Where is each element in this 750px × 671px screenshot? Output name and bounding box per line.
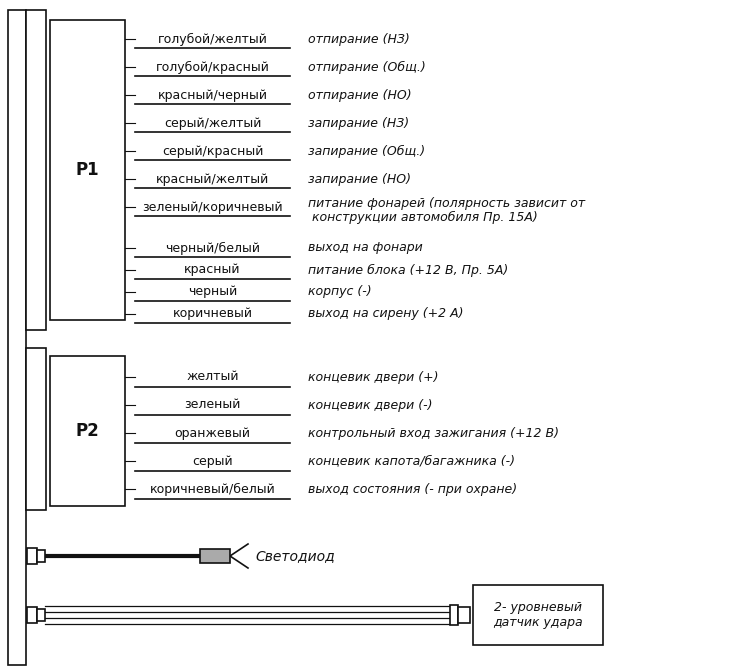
- Text: зеленый/коричневый: зеленый/коричневый: [142, 201, 283, 213]
- Bar: [27, 548, 37, 564]
- Bar: [458, 607, 470, 623]
- Text: серый/желтый: серый/желтый: [164, 117, 261, 130]
- Text: P2: P2: [76, 422, 99, 440]
- Text: выход на фонари: выход на фонари: [308, 242, 423, 254]
- Text: P1: P1: [76, 161, 99, 179]
- Text: запирание (НО): запирание (НО): [308, 172, 411, 185]
- Text: концевик капота/багажника (-): концевик капота/багажника (-): [308, 454, 515, 468]
- Text: запирание (НЗ): запирание (НЗ): [308, 117, 410, 130]
- Bar: [473, 585, 603, 645]
- Text: отпирание (Общ.): отпирание (Общ.): [308, 60, 426, 74]
- Text: красный/черный: красный/черный: [158, 89, 268, 101]
- Text: контрольный вход зажигания (+12 В): контрольный вход зажигания (+12 В): [308, 427, 559, 440]
- Text: коричневый/белый: коричневый/белый: [149, 482, 275, 496]
- Text: запирание (Общ.): запирание (Общ.): [308, 144, 425, 158]
- Text: голубой/красный: голубой/красный: [155, 60, 269, 74]
- Bar: [27, 607, 37, 623]
- Bar: [450, 605, 458, 625]
- Bar: [8, 10, 26, 665]
- Text: коричневый: коричневый: [172, 307, 253, 321]
- Bar: [26, 348, 46, 510]
- Bar: [37, 550, 45, 562]
- Text: отпирание (НЗ): отпирание (НЗ): [308, 32, 410, 46]
- Text: выход состояния (- при охране): выход состояния (- при охране): [308, 482, 518, 495]
- Text: черный/белый: черный/белый: [165, 242, 260, 254]
- Text: серый: серый: [192, 454, 232, 468]
- Text: корпус (-): корпус (-): [308, 285, 372, 299]
- Text: питание фонарей (полярность зависит от: питание фонарей (полярность зависит от: [308, 197, 585, 209]
- Text: желтый: желтый: [186, 370, 238, 384]
- Text: концевик двери (-): концевик двери (-): [308, 399, 433, 411]
- Text: зеленый: зеленый: [184, 399, 241, 411]
- Text: отпирание (НО): отпирание (НО): [308, 89, 412, 101]
- Text: питание блока (+12 В, Пр. 5А): питание блока (+12 В, Пр. 5А): [308, 264, 509, 276]
- Text: серый/красный: серый/красный: [162, 144, 263, 158]
- Text: конструкции автомобиля Пр. 15А): конструкции автомобиля Пр. 15А): [308, 211, 538, 223]
- Bar: [50, 20, 125, 320]
- Text: красный: красный: [184, 264, 241, 276]
- Text: черный: черный: [188, 285, 237, 299]
- Text: 2- уровневый
датчик удара: 2- уровневый датчик удара: [494, 601, 583, 629]
- Text: красный/желтый: красный/желтый: [156, 172, 269, 185]
- Text: концевик двери (+): концевик двери (+): [308, 370, 439, 384]
- Text: Светодиод: Светодиод: [255, 549, 334, 563]
- Bar: [37, 609, 45, 621]
- Text: голубой/желтый: голубой/желтый: [158, 32, 268, 46]
- Bar: [26, 10, 46, 330]
- Text: оранжевый: оранжевый: [175, 427, 250, 440]
- Bar: [50, 356, 125, 506]
- Bar: [200, 549, 230, 563]
- Text: выход на сирену (+2 А): выход на сирену (+2 А): [308, 307, 464, 321]
